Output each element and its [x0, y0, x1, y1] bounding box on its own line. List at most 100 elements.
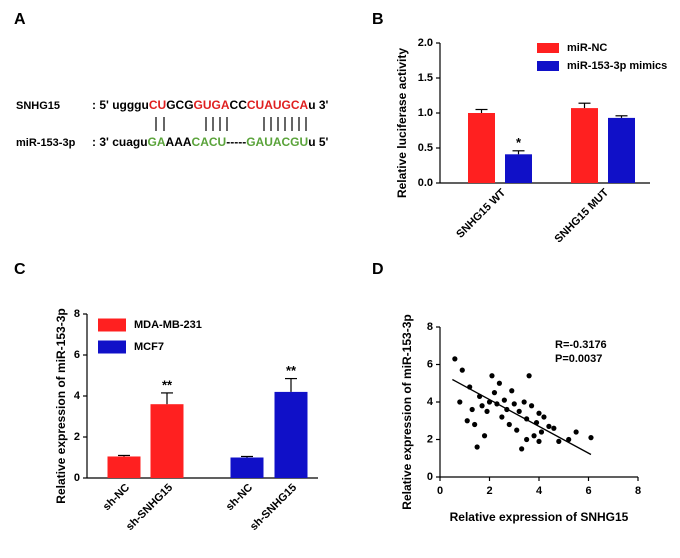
point	[469, 406, 475, 413]
sequence-segment: GCG	[166, 98, 193, 112]
point	[536, 438, 542, 444]
fit-line	[452, 378, 592, 456]
x-tick-label: sh-SNHG15	[248, 482, 299, 533]
annotation: P=0.0037	[555, 353, 602, 365]
x-tick-label: SNHG15 WT	[454, 187, 508, 241]
legend-swatch	[537, 43, 559, 53]
sequence-name: SNHG15	[16, 100, 60, 112]
bar	[274, 391, 308, 478]
significance-label: *	[516, 135, 522, 150]
bar	[107, 456, 141, 478]
point	[551, 425, 557, 431]
point	[496, 380, 502, 386]
point	[511, 401, 517, 407]
y-tick-label: 2	[74, 431, 80, 443]
x-tick-label: 2	[486, 485, 492, 497]
point	[464, 418, 470, 424]
point	[481, 433, 488, 439]
sequence-segment: CU	[149, 98, 166, 112]
error-bar	[241, 455, 253, 458]
point	[538, 429, 545, 435]
sequence-segment: u 5'	[308, 135, 328, 149]
x-tick-label: 0	[437, 485, 443, 497]
point	[452, 356, 458, 362]
sequence-segment: : 5' ugggu	[92, 98, 149, 112]
sequence-name: miR-153-3p	[16, 137, 76, 149]
bar	[150, 404, 184, 478]
legend-label: miR-NC	[567, 42, 607, 54]
point	[526, 373, 532, 379]
bar	[468, 113, 495, 183]
sequence-segment: : 3' cuagu	[92, 135, 148, 149]
y-tick-label: 0.0	[418, 177, 433, 189]
point	[489, 373, 495, 379]
point	[472, 421, 478, 428]
point	[484, 408, 490, 414]
error-bar	[578, 102, 591, 109]
point	[514, 427, 520, 433]
y-tick-label: 1.0	[418, 107, 433, 119]
significance-label: **	[162, 377, 173, 392]
pairing-bonds	[155, 117, 307, 131]
legend-swatch	[537, 61, 559, 71]
x-tick-label: sh-SNHG15	[124, 482, 175, 533]
point	[566, 436, 572, 443]
y-axis-label: Relative expression of miR-153-3p	[400, 314, 414, 509]
panel-label: C	[14, 261, 26, 278]
y-tick-label: 1.5	[418, 72, 433, 84]
y-tick-label: 6	[427, 358, 433, 370]
point	[479, 403, 485, 409]
error-bar	[161, 392, 173, 405]
x-tick-label: SNHG15 MUT	[553, 186, 612, 245]
sequence: : 5' uggguCUGCGGUGACCCUAUGCAu 3'	[92, 98, 329, 112]
point	[516, 408, 522, 414]
y-tick-label: 2	[427, 433, 433, 445]
bar	[230, 457, 264, 478]
point	[556, 438, 562, 444]
point	[521, 399, 527, 405]
y-tick-label: 0.5	[418, 142, 433, 154]
error-bar	[118, 454, 130, 457]
sequence-segment: u 3'	[308, 98, 328, 112]
y-tick-label: 2.0	[418, 37, 433, 49]
sequence-segment: AAA	[166, 135, 192, 149]
y-tick-label: 8	[74, 308, 80, 320]
y-tick-label: 8	[427, 321, 433, 333]
point	[499, 414, 505, 420]
sequence-segment: GAUACGU	[246, 135, 308, 149]
legend-label: miR-153-3p mimics	[567, 60, 667, 72]
sequence-segment: CUAUGCA	[247, 98, 309, 112]
sequence-segment: -----	[226, 135, 246, 149]
sequence-segment: CC	[230, 98, 248, 112]
point	[509, 388, 515, 394]
sequence: : 3' cuaguGAAAACACU-----GAUACGUu 5'	[92, 135, 329, 149]
significance-label: **	[286, 363, 297, 378]
point	[573, 429, 579, 435]
bar	[505, 154, 532, 183]
y-tick-label: 0	[427, 471, 433, 483]
sequence-segment: CACU	[192, 135, 227, 149]
y-tick-label: 6	[74, 349, 80, 361]
error-bar	[475, 108, 488, 113]
annotation: R=-0.3176	[555, 339, 607, 351]
error-bar	[512, 150, 525, 155]
point	[506, 421, 512, 428]
point	[519, 446, 525, 452]
point	[491, 390, 498, 396]
error-bar	[285, 377, 297, 392]
sequence-segment: GUGA	[194, 98, 230, 112]
point	[501, 397, 507, 403]
point	[541, 414, 547, 420]
legend-swatch	[98, 318, 126, 332]
sequence-segment: GA	[148, 135, 166, 149]
legend-label: MDA-MB-231	[134, 319, 202, 331]
y-tick-label: 0	[74, 472, 80, 484]
x-tick-label: 8	[635, 485, 641, 497]
x-tick-label: 4	[536, 485, 543, 497]
x-tick-label: sh-NC	[101, 482, 132, 513]
x-tick-label: sh-NC	[224, 482, 255, 513]
point	[546, 423, 552, 429]
bar	[571, 108, 598, 183]
x-tick-label: 6	[585, 485, 591, 497]
